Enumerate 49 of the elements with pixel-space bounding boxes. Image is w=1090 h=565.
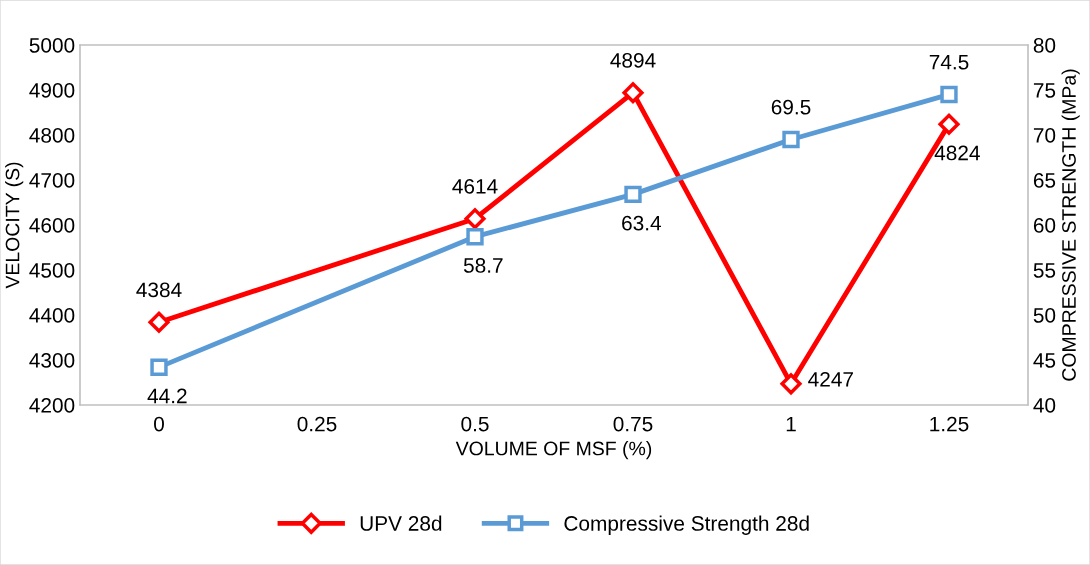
y-tick-label: 4800	[29, 128, 75, 143]
legend-label: Compressive Strength 28d	[564, 515, 809, 535]
x-axis-title: VOLUME OF MSF (%)	[455, 441, 652, 460]
y2-tick-label: 45	[1033, 353, 1056, 368]
y-tick-label: 4600	[29, 218, 75, 233]
x-tick-label: 1.25	[930, 416, 969, 432]
data-label: 4247	[808, 371, 853, 387]
point	[464, 208, 486, 230]
data-label: 4614	[452, 178, 498, 194]
data-label: 74.5	[929, 55, 969, 70]
y2-axis-title: COMPRESSIVE STRENGTH (MPa)	[1061, 69, 1080, 381]
y-tick-label: 4300	[29, 353, 75, 368]
y-tick-label: 4400	[29, 308, 75, 323]
x-tick-label: 0.75	[613, 416, 653, 432]
point	[622, 82, 644, 104]
data-label: 63.4	[622, 215, 661, 231]
data-label: 4894	[610, 52, 656, 68]
y-tick-label: 4700	[29, 173, 75, 188]
point	[150, 358, 168, 376]
x-tick-label: 0	[154, 416, 164, 432]
point	[780, 373, 802, 395]
y-tick-label: 4200	[29, 398, 75, 413]
data-label: 44.2	[147, 388, 187, 404]
y-tick-label: 4900	[29, 83, 75, 98]
data-label: 4384	[136, 282, 182, 298]
y2-tick-label: 80	[1033, 38, 1056, 53]
point	[940, 85, 958, 104]
y-axis-title: VELOCITY (S)	[5, 162, 24, 289]
data-label: 58.7	[463, 258, 503, 273]
y-tick-label: 5000	[29, 38, 75, 53]
x-tick-label: 1	[786, 416, 796, 432]
y2-tick-label: 75	[1033, 83, 1056, 98]
point	[148, 311, 170, 333]
legend-label: UPV 28d	[360, 515, 442, 531]
y2-tick-label: 60	[1033, 218, 1056, 233]
y-tick-label: 4500	[29, 263, 75, 278]
x-tick-label: 0.25	[297, 416, 337, 432]
point	[938, 113, 960, 135]
point	[782, 130, 800, 149]
y2-tick-label: 50	[1033, 308, 1056, 323]
y2-tick-label: 70	[1033, 128, 1056, 143]
data-label: 4824	[934, 145, 980, 161]
y2-tick-label: 40	[1033, 398, 1056, 413]
y2-tick-label: 65	[1033, 173, 1056, 188]
point	[624, 185, 642, 204]
point	[466, 228, 484, 246]
x-tick-label: 0.5	[461, 416, 489, 432]
data-label: 69.5	[771, 99, 811, 115]
y2-tick-label: 55	[1033, 263, 1056, 278]
